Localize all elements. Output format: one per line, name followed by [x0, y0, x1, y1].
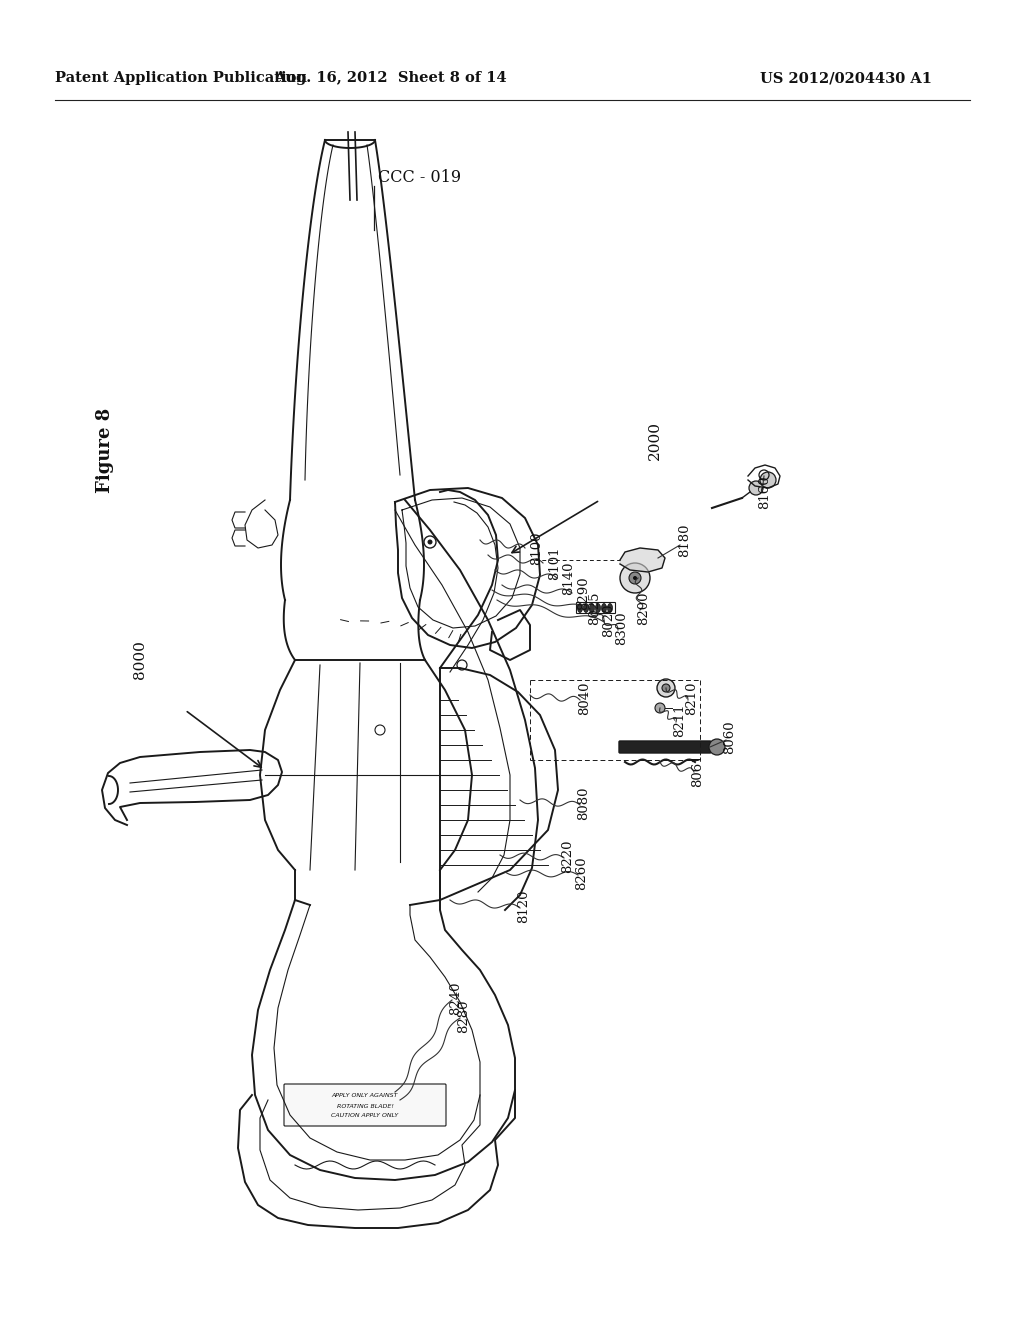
Circle shape: [427, 540, 432, 544]
Circle shape: [620, 564, 650, 593]
Polygon shape: [620, 548, 665, 572]
Text: APPLY ONLY AGAINST: APPLY ONLY AGAINST: [332, 1093, 398, 1098]
Text: 8140: 8140: [562, 561, 575, 595]
Text: 8120: 8120: [517, 890, 530, 923]
Text: CCC - 019: CCC - 019: [378, 169, 461, 186]
Circle shape: [633, 576, 637, 579]
Circle shape: [760, 473, 776, 488]
Text: Aug. 16, 2012  Sheet 8 of 14: Aug. 16, 2012 Sheet 8 of 14: [273, 71, 506, 84]
Text: Patent Application Publication: Patent Application Publication: [55, 71, 307, 84]
Circle shape: [655, 704, 665, 713]
Circle shape: [709, 739, 725, 755]
Text: Figure 8: Figure 8: [96, 408, 114, 492]
Text: 8300: 8300: [615, 611, 628, 644]
Ellipse shape: [590, 603, 595, 612]
Text: CAUTION APPLY ONLY: CAUTION APPLY ONLY: [332, 1113, 398, 1118]
Text: 8211: 8211: [673, 704, 686, 737]
Text: 8200: 8200: [637, 591, 650, 624]
Text: 8260: 8260: [575, 857, 588, 890]
Circle shape: [749, 480, 763, 495]
Text: 8290: 8290: [577, 577, 590, 610]
FancyBboxPatch shape: [618, 741, 711, 752]
Text: 8240: 8240: [449, 981, 462, 1015]
Text: ROTATING BLADE!: ROTATING BLADE!: [337, 1104, 393, 1109]
Text: 8020: 8020: [602, 603, 615, 636]
Ellipse shape: [596, 603, 600, 612]
Ellipse shape: [578, 603, 583, 612]
Text: 8210: 8210: [685, 681, 698, 714]
Text: 8061: 8061: [691, 754, 705, 787]
Circle shape: [662, 684, 670, 692]
FancyBboxPatch shape: [284, 1084, 446, 1126]
Text: 8101: 8101: [548, 546, 561, 579]
Text: 8025: 8025: [588, 591, 601, 624]
Ellipse shape: [584, 603, 589, 612]
Text: 8280: 8280: [457, 999, 470, 1032]
Text: 8180: 8180: [678, 523, 691, 557]
Text: 8000: 8000: [133, 640, 147, 680]
Ellipse shape: [607, 603, 612, 612]
Circle shape: [629, 572, 641, 583]
Text: 8080: 8080: [577, 787, 590, 820]
Text: 8100: 8100: [530, 531, 543, 565]
Text: US 2012/0204430 A1: US 2012/0204430 A1: [760, 71, 932, 84]
Text: 8040: 8040: [578, 681, 591, 714]
Text: 8060: 8060: [723, 721, 736, 754]
Text: 2000: 2000: [648, 421, 662, 459]
Circle shape: [657, 678, 675, 697]
Text: 8160: 8160: [758, 475, 771, 508]
Ellipse shape: [601, 603, 606, 612]
Text: 8220: 8220: [561, 840, 574, 873]
